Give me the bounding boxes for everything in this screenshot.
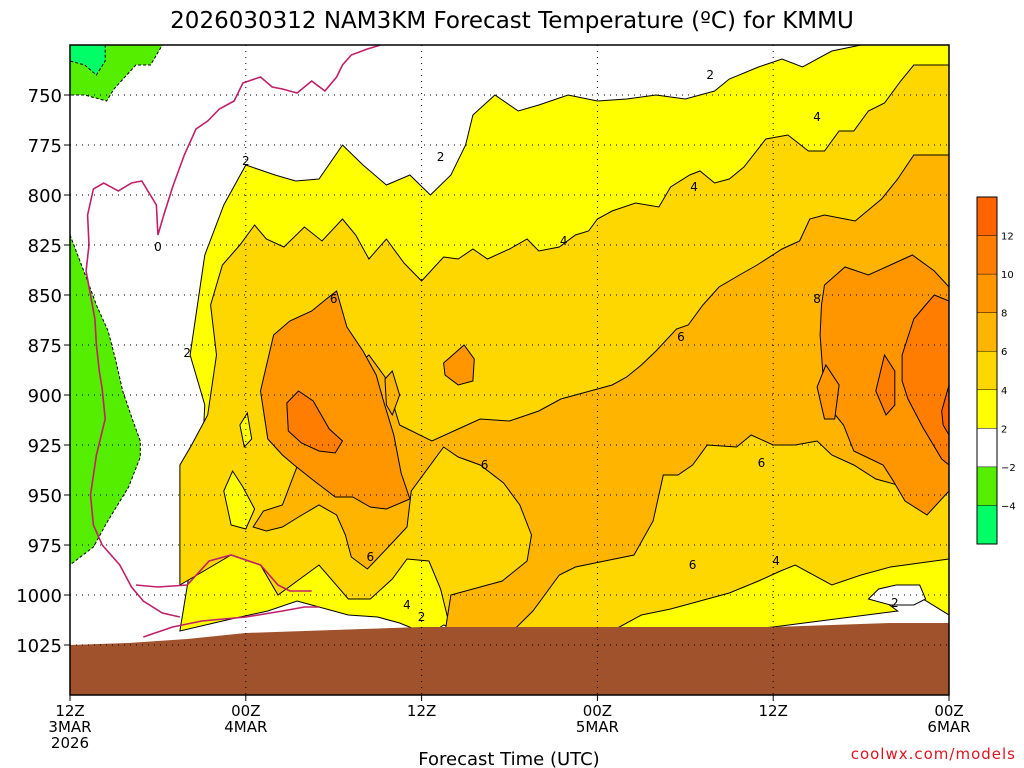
x-tick-label-0-0: 12Z xyxy=(55,702,84,720)
colorbar-label-6: 10 xyxy=(1001,270,1014,281)
x-tick-label-1-0: 00Z xyxy=(231,702,260,720)
credit-text: coolwx.com/models xyxy=(851,745,1016,763)
x-tick-label-5-0: 00Z xyxy=(934,702,963,720)
x-tick-label-5-1: 6MAR xyxy=(927,718,970,736)
colorbar-label-5: 8 xyxy=(1001,309,1007,320)
x-tick-label-3-0: 00Z xyxy=(583,702,612,720)
contour-label-8: 4 xyxy=(690,180,698,194)
cold-region-1 xyxy=(70,45,106,76)
contour-band-ge12-10 xyxy=(941,384,949,436)
contour-band-10_12-9 xyxy=(875,353,896,416)
x-tick-label-4-0: 12Z xyxy=(759,702,788,720)
colorbar-swatch-0 xyxy=(977,505,997,544)
grid-lines xyxy=(70,45,949,695)
colorbar-swatch-5 xyxy=(977,312,997,352)
contour-label-3: 6 xyxy=(330,292,338,306)
x-tick-label-0-1: 3MAR xyxy=(48,718,91,736)
colorbar-label-3: 4 xyxy=(1001,386,1007,397)
contour-band-neg2_2-14 xyxy=(867,584,927,606)
contour-band-2_4-11 xyxy=(223,469,256,530)
x-tick-label-1-1: 4MAR xyxy=(224,718,267,736)
contour-band-8_10-6 xyxy=(816,363,840,420)
y-tick-label-950: 950 xyxy=(28,486,62,507)
colorbar-swatch-7 xyxy=(977,235,997,275)
colorbar-label-0: −4 xyxy=(1001,501,1016,512)
contour-band-10_12-7 xyxy=(286,390,344,454)
contour-band-8_10-3 xyxy=(259,290,411,510)
contour-label-11: 6 xyxy=(481,458,489,472)
colorbar-swatch-1 xyxy=(977,466,997,506)
contour-label-4: 2 xyxy=(437,150,445,164)
contour-band-10_12-8 xyxy=(901,294,949,466)
plot-frame xyxy=(69,44,950,696)
colorbar-label-2: 2 xyxy=(1001,424,1007,435)
colorbar-swatch-2 xyxy=(977,428,997,467)
contour-label-16: 2 xyxy=(418,610,426,624)
colorbar-label-1: −2 xyxy=(1001,463,1016,474)
x-tick-label-0-2: 2026 xyxy=(51,734,89,752)
chart-title: 2026030312 NAM3KM Forecast Temperature (… xyxy=(170,8,854,34)
x-tick-label-3-1: 5MAR xyxy=(576,718,619,736)
contour-label-15: 4 xyxy=(403,598,411,612)
colorbar-label-4: 6 xyxy=(1001,347,1007,358)
y-tick-label-800: 800 xyxy=(28,186,62,207)
y-tick-label-975: 975 xyxy=(28,536,62,557)
y-tick-label-1000: 1000 xyxy=(16,586,62,607)
y-tick-label-850: 850 xyxy=(28,286,62,307)
x-tick-label-2-0: 12Z xyxy=(407,702,436,720)
y-tick-label-825: 825 xyxy=(28,236,62,257)
contour-label-6: 2 xyxy=(706,68,714,82)
contour-band-6_8-2 xyxy=(252,154,949,642)
freezing-line-0c xyxy=(85,45,381,618)
y-axis: 750 775 800 825 850 875 900 925 950 975 1000 1025 xyxy=(16,86,70,657)
colorbar-swatch-4 xyxy=(977,351,997,390)
contour-label-17: 4 xyxy=(772,554,780,568)
contour-label-1: 0 xyxy=(154,240,162,254)
contour-label-9: 6 xyxy=(677,330,685,344)
colorbar-swatch-6 xyxy=(977,274,997,313)
x-axis-label: Forecast Time (UTC) xyxy=(418,749,599,768)
colorbar: −4 −2 2 4 6 8 10 12 xyxy=(976,196,1016,545)
contour-label-13: 6 xyxy=(366,550,374,564)
cold-region-2 xyxy=(70,234,141,566)
freezing-line-0c-mid xyxy=(135,554,312,592)
colorbar-label-7: 12 xyxy=(1001,232,1014,243)
contour-label-10: 8 xyxy=(813,292,821,306)
contour-label-5: 4 xyxy=(560,234,568,248)
y-tick-label-775: 775 xyxy=(28,136,62,157)
contour-label-18: 2 xyxy=(891,596,899,610)
colorbar-frame xyxy=(976,196,998,545)
terrain-ground xyxy=(70,623,949,695)
contour-label-2: 2 xyxy=(183,346,191,360)
colorbar-swatch-8 xyxy=(977,197,997,236)
y-tick-label-750: 750 xyxy=(28,86,62,107)
y-tick-label-900: 900 xyxy=(28,386,62,407)
contour-band-6_8-13 xyxy=(384,370,401,417)
y-tick-label-925: 925 xyxy=(28,436,62,457)
contour-label-0: 2 xyxy=(242,154,250,168)
contour-band-8_10-4 xyxy=(443,344,475,386)
y-tick-label-1025: 1025 xyxy=(16,636,62,657)
contour-label-12: 6 xyxy=(758,456,766,470)
contour-label-7: 4 xyxy=(813,110,821,124)
y-tick-label-875: 875 xyxy=(28,336,62,357)
freezing-line-0c-lower xyxy=(143,606,319,638)
colorbar-swatch-3 xyxy=(977,389,997,429)
contour-label-14: 6 xyxy=(689,558,697,572)
